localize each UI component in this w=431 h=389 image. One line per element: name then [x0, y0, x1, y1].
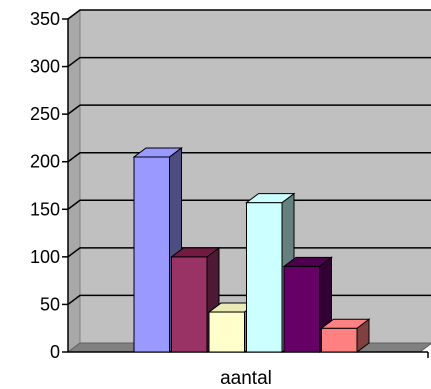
bar-front	[208, 311, 245, 353]
bar-top	[245, 193, 296, 204]
y-tick-label: 200	[30, 152, 60, 172]
bar-front	[133, 156, 170, 353]
gridline	[67, 247, 431, 258]
gridline	[67, 56, 431, 68]
y-tick-label: 150	[30, 199, 60, 219]
y-tick-label: 50	[40, 294, 60, 314]
y-tick-label: 100	[30, 247, 60, 267]
bar-front	[321, 327, 358, 353]
bar-front	[171, 256, 208, 353]
y-tick-label: 350	[30, 9, 60, 29]
y-tick-label: 250	[30, 104, 60, 124]
y-tick-label: 0	[50, 342, 60, 362]
gridline	[67, 151, 431, 163]
gridline	[67, 104, 431, 115]
y-tick-label: 300	[30, 57, 60, 77]
gridline	[67, 9, 431, 20]
bar	[170, 246, 221, 353]
bar	[320, 318, 371, 353]
y-tick-labels: 0 50 100 150 200 250 300 350	[30, 9, 60, 362]
bar-front	[246, 202, 283, 353]
bars	[132, 146, 371, 353]
x-category-label: aantal	[220, 368, 272, 389]
bar-front	[283, 265, 320, 353]
bar-top	[282, 256, 333, 267]
gridline	[67, 199, 431, 210]
bar-top	[320, 318, 371, 329]
bar-top	[132, 147, 183, 158]
bar-top	[170, 247, 221, 258]
